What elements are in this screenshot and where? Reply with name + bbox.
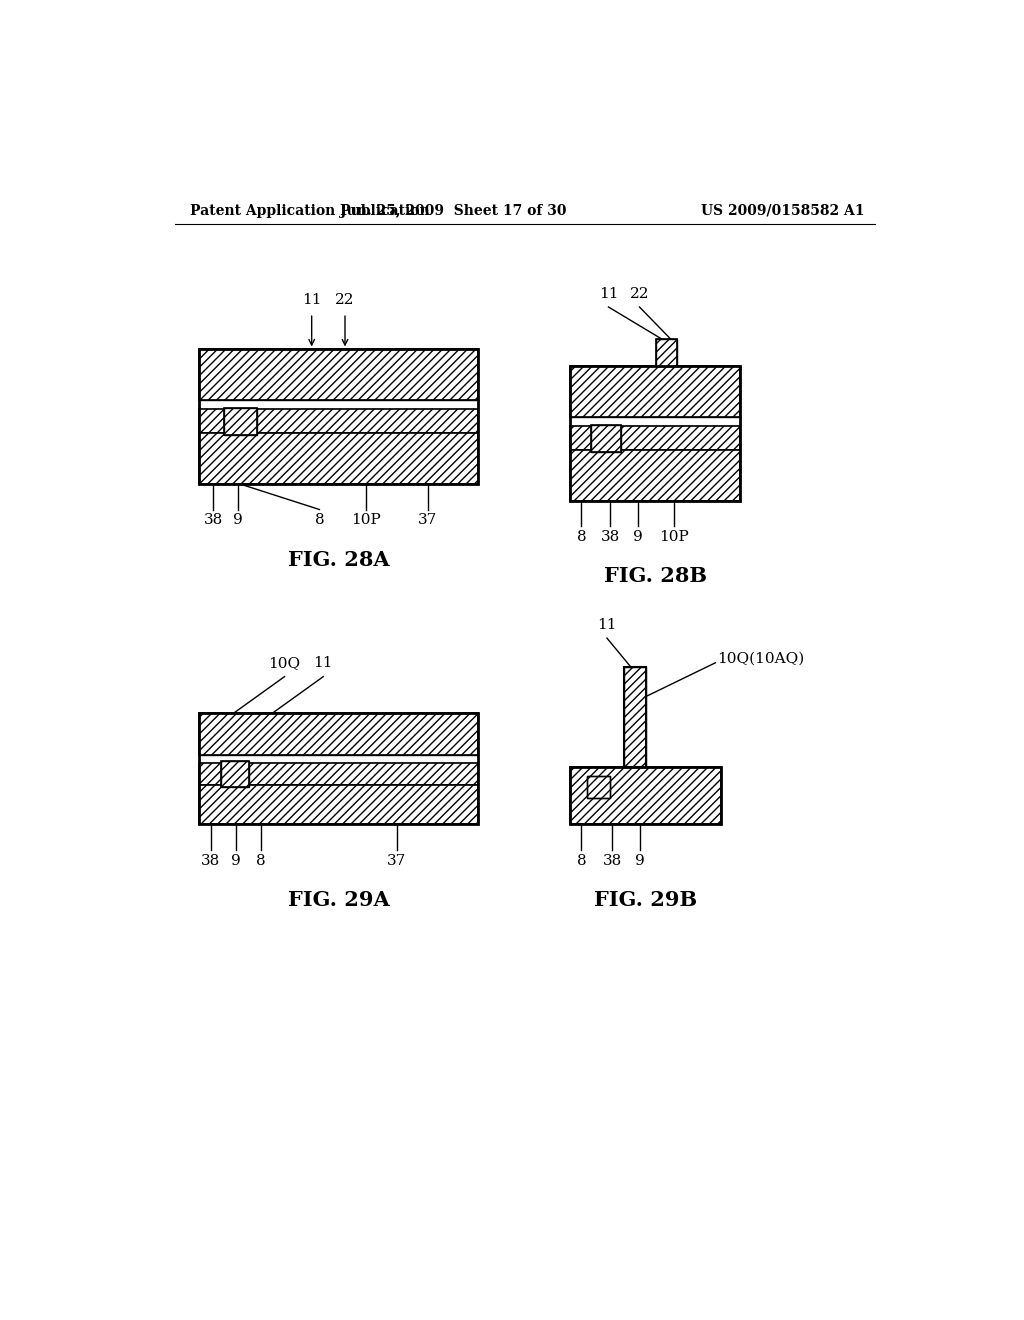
Bar bbox=[200, 350, 478, 400]
Text: 38: 38 bbox=[603, 854, 622, 867]
Bar bbox=[592, 425, 621, 451]
Bar bbox=[200, 713, 478, 755]
Text: 38: 38 bbox=[202, 854, 220, 867]
Bar bbox=[587, 776, 610, 797]
Text: Patent Application Publication: Patent Application Publication bbox=[190, 203, 430, 218]
Text: 38: 38 bbox=[600, 531, 620, 544]
Text: 9: 9 bbox=[635, 854, 644, 867]
Text: 8: 8 bbox=[256, 854, 266, 867]
Text: 10P: 10P bbox=[351, 513, 381, 528]
Text: 9: 9 bbox=[633, 531, 643, 544]
Text: 9: 9 bbox=[233, 513, 243, 528]
Bar bbox=[569, 367, 740, 502]
Bar bbox=[224, 408, 257, 434]
Bar bbox=[200, 350, 478, 484]
Text: 22: 22 bbox=[335, 293, 354, 308]
Text: 37: 37 bbox=[387, 854, 407, 867]
Text: 8: 8 bbox=[314, 513, 325, 528]
Bar bbox=[569, 426, 740, 450]
Text: 8: 8 bbox=[577, 531, 586, 544]
Bar bbox=[200, 409, 478, 433]
Text: FIG. 29B: FIG. 29B bbox=[594, 890, 697, 909]
Text: 10P: 10P bbox=[659, 531, 689, 544]
Text: 10Q: 10Q bbox=[268, 656, 301, 671]
Text: US 2009/0158582 A1: US 2009/0158582 A1 bbox=[700, 203, 864, 218]
Text: 11: 11 bbox=[599, 286, 618, 301]
Text: 37: 37 bbox=[418, 513, 437, 528]
Bar bbox=[200, 433, 478, 484]
Bar bbox=[569, 450, 740, 502]
Bar bbox=[200, 763, 478, 785]
Bar bbox=[624, 667, 646, 767]
Text: Jun. 25, 2009  Sheet 17 of 30: Jun. 25, 2009 Sheet 17 of 30 bbox=[340, 203, 566, 218]
Bar bbox=[221, 762, 249, 787]
Text: 11: 11 bbox=[597, 618, 616, 632]
Bar bbox=[624, 667, 646, 767]
Bar bbox=[224, 408, 257, 434]
Text: 10Q(10AQ): 10Q(10AQ) bbox=[717, 652, 804, 665]
Text: 11: 11 bbox=[302, 293, 322, 308]
Text: 11: 11 bbox=[313, 656, 333, 671]
Text: FIG. 29A: FIG. 29A bbox=[288, 890, 390, 909]
Text: 38: 38 bbox=[204, 513, 223, 528]
Text: FIG. 28B: FIG. 28B bbox=[603, 566, 707, 586]
Bar bbox=[200, 713, 478, 825]
Bar bbox=[221, 762, 249, 787]
Bar bbox=[655, 339, 678, 367]
Text: 9: 9 bbox=[230, 854, 241, 867]
Bar bbox=[587, 776, 610, 797]
Text: 22: 22 bbox=[630, 286, 649, 301]
Bar bbox=[200, 785, 478, 825]
Bar bbox=[592, 425, 621, 451]
Bar bbox=[569, 767, 721, 825]
Bar bbox=[655, 339, 678, 367]
Bar bbox=[569, 767, 721, 825]
Bar bbox=[569, 367, 740, 417]
Text: FIG. 28A: FIG. 28A bbox=[288, 549, 389, 569]
Text: 8: 8 bbox=[577, 854, 586, 867]
